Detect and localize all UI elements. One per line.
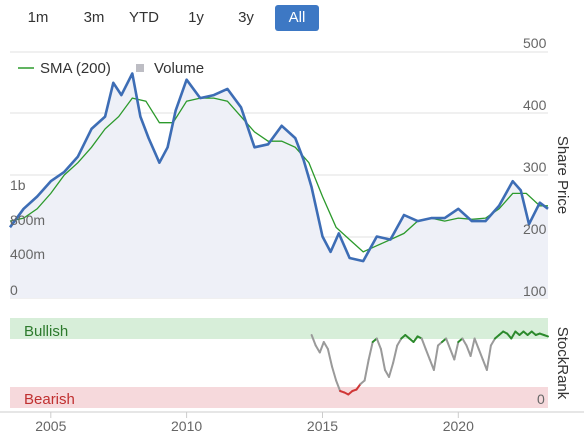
- stockrank-segment: [375, 337, 382, 350]
- range-button-3m[interactable]: 3m: [74, 5, 114, 31]
- stockrank-segment: [367, 341, 374, 361]
- range-button-1y[interactable]: 1y: [176, 5, 216, 31]
- stockrank-segment: [445, 337, 452, 350]
- stockrank-segment: [335, 379, 342, 392]
- stockrank-segment: [506, 332, 513, 340]
- bullish-band: [10, 318, 548, 339]
- stockrank-segment: [355, 383, 362, 391]
- stockrank-segment: [420, 337, 427, 350]
- bearish-label: Bearish: [24, 391, 75, 408]
- stockrank-axis-title: StockRank: [554, 327, 571, 400]
- range-button-ytd[interactable]: YTD: [120, 5, 168, 31]
- x-tick-label: 2010: [171, 418, 202, 434]
- stockrank-segment: [388, 362, 395, 378]
- x-tick-label: 2015: [307, 418, 338, 434]
- stockrank-line: [310, 330, 549, 396]
- stockrank-segment: [314, 344, 321, 354]
- stockrank-segment: [322, 341, 329, 350]
- range-selector: 1m 3m YTD 1y 3y All: [0, 0, 584, 36]
- stockrank-segment: [473, 337, 480, 350]
- stockrank-segment: [326, 348, 333, 368]
- y-left-tick: 1b: [10, 177, 26, 193]
- x-tick-label: 2020: [443, 418, 474, 434]
- x-tick-label: 2005: [35, 418, 66, 434]
- stockrank-segment: [379, 348, 386, 371]
- y-right-axis-title: Share Price: [554, 136, 571, 214]
- stockrank-segment: [392, 344, 399, 364]
- x-axis-ticks: 2005 2010 2015 2020: [35, 412, 474, 434]
- stockrank-segment: [465, 344, 472, 357]
- stockrank-segment: [485, 344, 492, 371]
- stockrank-segment: [363, 358, 370, 382]
- legend: SMA (200) Volume: [18, 60, 204, 77]
- stockrank-segment: [489, 337, 496, 347]
- stockrank-segment: [469, 337, 476, 357]
- y-right-tick: 400: [523, 97, 547, 113]
- price-line: [8, 72, 549, 263]
- stockrank-segment: [424, 348, 431, 361]
- y-left-tick: 0: [10, 282, 18, 298]
- range-button-3y[interactable]: 3y: [226, 5, 266, 31]
- y-right-tick: 500: [523, 35, 547, 51]
- stockrank-segment: [449, 348, 456, 361]
- stockrank-segment: [310, 334, 317, 347]
- stockrank-segment: [432, 344, 439, 371]
- legend-volume-label[interactable]: Volume: [154, 60, 204, 77]
- stockrank-segment: [396, 337, 403, 347]
- stockrank-tick: 0: [537, 391, 545, 407]
- legend-volume-marker: [136, 64, 144, 72]
- stockrank-segment: [477, 348, 484, 361]
- sma-line: [9, 97, 548, 253]
- stockrank-segment: [412, 335, 419, 343]
- stockrank-segment: [461, 337, 468, 347]
- price-area: [10, 73, 548, 298]
- stockrank-segment: [510, 330, 517, 340]
- range-button-1m[interactable]: 1m: [18, 5, 58, 31]
- y-right-tick: 200: [523, 221, 547, 237]
- bearish-band: [10, 387, 548, 408]
- y-right-tick: 300: [523, 159, 547, 175]
- legend-sma-label[interactable]: SMA (200): [40, 60, 111, 77]
- y-right-tick: 100: [523, 283, 547, 299]
- stockrank-segment: [318, 341, 325, 354]
- stockrank-segment: [542, 334, 549, 338]
- stockrank-segment: [331, 365, 338, 382]
- bullish-label: Bullish: [24, 323, 68, 340]
- stockrank-segment: [453, 341, 460, 361]
- y-left-tick: 800m: [10, 212, 45, 228]
- range-button-all[interactable]: All: [275, 5, 319, 31]
- y-left-tick: 400m: [10, 246, 45, 262]
